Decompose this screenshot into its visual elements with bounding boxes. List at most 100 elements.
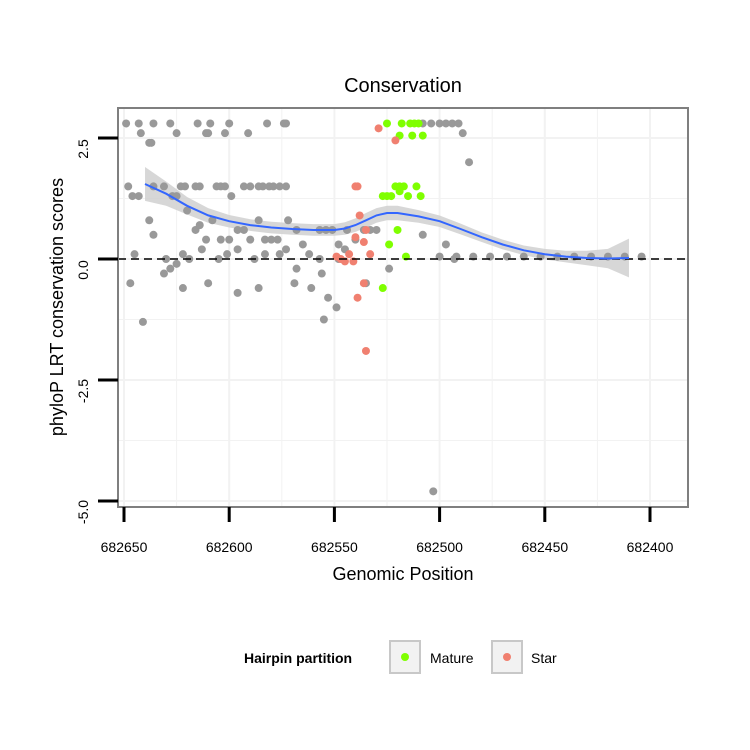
point-star: [359, 238, 368, 247]
point-other: [465, 158, 474, 167]
point-other: [244, 129, 253, 138]
point-mature: [393, 225, 402, 234]
chart-title: Conservation: [344, 75, 462, 97]
point-other: [183, 206, 192, 215]
point-mature: [383, 119, 391, 128]
point-other: [334, 240, 343, 249]
point-star: [391, 136, 400, 145]
legend: Hairpin partition Mature Star: [244, 640, 557, 674]
point-star: [345, 250, 354, 259]
y-tick-label: 0.0: [75, 260, 91, 280]
point-other: [441, 240, 450, 249]
point-other: [233, 225, 242, 234]
point-mature: [397, 119, 406, 128]
confidence-ribbon: [145, 167, 629, 278]
point-star: [361, 346, 370, 355]
y-axis-label: phyloP LRT conservation scores: [47, 178, 67, 436]
point-other: [284, 216, 293, 225]
point-other: [258, 182, 267, 191]
point-other: [220, 129, 229, 138]
point-other: [159, 182, 168, 191]
point-other: [225, 119, 234, 128]
point-other: [282, 119, 291, 128]
loess-smooth-line: [144, 183, 630, 260]
point-other: [429, 487, 438, 496]
point-other: [134, 192, 143, 201]
point-other: [273, 235, 282, 244]
point-other: [435, 119, 444, 128]
x-tick-label: 682650: [101, 539, 148, 555]
point-other: [223, 250, 232, 259]
point-other: [233, 288, 242, 297]
ribbon-area: [145, 167, 629, 278]
point-other: [372, 225, 381, 234]
point-other: [181, 182, 190, 191]
x-axis-label: Genomic Position: [332, 564, 473, 584]
point-other: [178, 250, 187, 259]
point-other: [307, 284, 316, 293]
point-other: [290, 279, 299, 288]
point-other: [427, 119, 436, 128]
point-other: [239, 182, 248, 191]
point-other: [298, 240, 307, 249]
point-other: [267, 235, 276, 244]
point-other: [126, 279, 135, 288]
legend-label-star: Star: [531, 650, 557, 666]
point-other: [317, 269, 326, 278]
point-star: [374, 124, 383, 133]
point-other: [166, 119, 175, 128]
point-other: [324, 293, 333, 302]
point-other: [122, 119, 131, 128]
point-other: [246, 182, 255, 191]
x-tick-label: 682500: [416, 539, 463, 555]
point-star: [353, 182, 362, 191]
point-other: [260, 235, 269, 244]
point-other: [159, 269, 168, 278]
point-other: [204, 279, 213, 288]
point-other: [305, 250, 314, 259]
point-other: [246, 235, 255, 244]
point-other: [254, 216, 263, 225]
point-other: [385, 264, 394, 273]
legend-label-mature: Mature: [430, 650, 474, 666]
point-other: [233, 245, 242, 254]
point-mature: [404, 192, 413, 201]
point-other: [124, 182, 133, 191]
point-mature: [416, 192, 425, 201]
point-other: [208, 216, 217, 225]
legend-swatch-mature: [401, 653, 409, 661]
point-star: [351, 233, 360, 242]
point-other: [130, 250, 139, 259]
point-other: [292, 264, 301, 273]
x-tick-label: 682400: [627, 539, 674, 555]
point-other: [282, 245, 291, 254]
point-other: [275, 182, 284, 191]
point-mature: [378, 284, 387, 293]
point-mature: [414, 119, 423, 128]
point-other: [216, 235, 225, 244]
x-tick-label: 682600: [206, 539, 253, 555]
point-other: [319, 315, 328, 324]
point-other: [138, 317, 147, 326]
smooth-line-path: [144, 183, 630, 260]
point-other: [206, 119, 215, 128]
point-other: [225, 235, 234, 244]
point-other: [149, 119, 158, 128]
point-other: [269, 182, 278, 191]
point-star: [361, 225, 370, 234]
point-other: [282, 182, 291, 191]
point-mature: [418, 131, 427, 140]
point-other: [162, 255, 171, 263]
panel-border: [117, 107, 689, 508]
y-tick-label: 2.5: [75, 139, 91, 159]
point-other: [128, 192, 137, 201]
point-other: [454, 119, 463, 128]
point-star: [366, 250, 375, 259]
point-other: [134, 119, 143, 128]
point-other: [136, 129, 145, 138]
point-other: [227, 192, 236, 201]
point-mature: [412, 182, 421, 191]
point-other: [172, 259, 181, 268]
point-star: [355, 211, 364, 220]
